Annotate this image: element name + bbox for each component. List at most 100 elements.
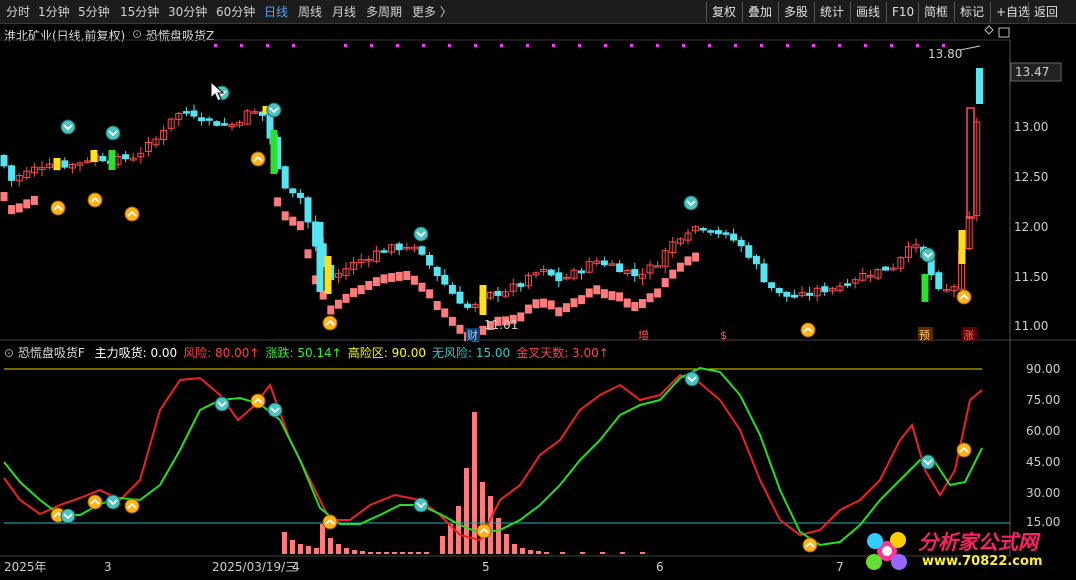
event-marker-box	[466, 328, 480, 341]
histogram-bar	[416, 552, 421, 554]
highlight-bar	[270, 130, 278, 174]
histogram-bar	[544, 552, 549, 554]
histogram-bar	[336, 544, 341, 554]
current-price-box	[1010, 62, 1062, 82]
signal-dot	[474, 44, 477, 47]
candle-body	[859, 272, 867, 281]
overlay-bar	[23, 199, 31, 209]
event-marker: 财	[467, 328, 478, 342]
indicator-tick: 75.00	[1026, 393, 1060, 407]
sell-signal-icon	[105, 125, 121, 141]
chevron-icon	[686, 200, 696, 207]
period-monthly[interactable]: 月线	[332, 5, 357, 19]
sell-signal-icon	[60, 119, 76, 135]
chevron-icon	[959, 293, 969, 300]
candle-body	[707, 230, 715, 233]
signal-dot	[552, 44, 555, 47]
chevron-icon	[325, 319, 335, 326]
candle-body	[433, 266, 441, 277]
simple-frame-button[interactable]: 简框	[918, 2, 953, 22]
overlay-bar	[532, 299, 540, 309]
candle-body	[912, 244, 920, 249]
date-tick: 7	[836, 560, 844, 574]
sell-signal-icon	[60, 508, 76, 524]
period-weekly[interactable]: 周线	[298, 5, 323, 19]
event-marker-box	[918, 327, 933, 341]
draw-line-button[interactable]: 画线	[850, 2, 885, 22]
multi-stock-button[interactable]: 多股	[778, 2, 813, 22]
candle-body	[828, 287, 836, 292]
sell-signal-icon	[413, 226, 429, 242]
buy-signal-icon	[250, 393, 266, 409]
restore-rights-button[interactable]: 复权	[706, 2, 741, 22]
panel-toggle-icon	[998, 27, 1010, 38]
candle-body	[198, 117, 206, 122]
histogram-bar	[306, 546, 311, 554]
sub-indicator-title[interactable]: 恐慌盘吸货F	[17, 346, 85, 360]
period-5min[interactable]: 5分钟	[78, 5, 110, 19]
chevron-icon	[416, 502, 426, 509]
statistics-button[interactable]: 统计	[814, 2, 849, 22]
sell-signal-icon	[413, 497, 429, 513]
overlay-bar	[441, 308, 449, 318]
period-daily[interactable]: 日线	[264, 5, 289, 19]
period-30min[interactable]: 30分钟	[168, 5, 208, 19]
sell-signal-icon	[105, 494, 121, 510]
indicator-axis: 90.00 75.00 60.00 45.00 30.00 15.00	[1026, 362, 1060, 529]
overlay-bar	[608, 291, 616, 301]
buy-circle	[956, 289, 972, 305]
overlay-bar	[304, 249, 312, 259]
indicator-dropdown-icon[interactable]: ⊙	[132, 27, 143, 41]
chevron-icon	[687, 376, 697, 383]
overlay-bar	[365, 280, 373, 290]
watermark: 分析家公式网 www.70822.com	[860, 524, 1072, 578]
period-15min[interactable]: 15分钟	[120, 5, 160, 19]
overlay-bar	[494, 316, 502, 326]
mark-button[interactable]: 标记	[954, 2, 989, 22]
candle-body	[418, 246, 426, 255]
chevron-icon	[325, 518, 335, 525]
candle-body	[395, 243, 403, 251]
overlay-bar	[692, 252, 700, 262]
period-1min[interactable]: 1分钟	[38, 5, 70, 19]
overlay-button[interactable]: 叠加	[742, 2, 777, 22]
chevron-icon	[923, 459, 933, 466]
back-button[interactable]: 返回	[1028, 2, 1063, 22]
overlay-bar	[274, 197, 282, 207]
period-multi[interactable]: 多周期	[366, 5, 403, 19]
date-tick: 6	[656, 560, 664, 574]
high-arrow	[959, 45, 981, 51]
overlay-bar	[600, 289, 608, 299]
candle-body	[403, 246, 411, 250]
candle-body	[448, 284, 456, 294]
add-watchlist-button[interactable]: +自选	[990, 2, 1035, 22]
overlay-bar	[410, 275, 418, 285]
overlay-bar	[334, 299, 342, 309]
period-more[interactable]: 更多 〉	[412, 5, 452, 19]
signal-dot	[422, 44, 425, 47]
signal-dot	[396, 44, 399, 47]
candle-body	[38, 166, 46, 170]
chevron-icon	[959, 446, 969, 453]
sub-indicator-dropdown-icon[interactable]: ⊙	[4, 346, 18, 360]
price-axis: 13.00 12.50 12.00 11.50 11.00 13.47	[1010, 62, 1062, 333]
candle-body	[646, 264, 654, 274]
candle-body	[790, 294, 798, 298]
sell-circle	[214, 396, 230, 412]
candle-body	[904, 246, 912, 258]
candle-body	[76, 162, 84, 166]
overlay-bar	[403, 271, 411, 281]
period-intraday[interactable]: 分时	[6, 5, 31, 19]
candle-body	[578, 270, 586, 274]
f10-button[interactable]: F10	[886, 2, 919, 22]
overlay-bar	[669, 269, 677, 279]
date-tick: 5	[482, 560, 490, 574]
sell-signal-icon	[266, 102, 282, 118]
signal-dot	[682, 44, 685, 47]
candle-body	[699, 228, 707, 231]
overlay-bar	[388, 273, 396, 283]
sell-circle	[920, 247, 936, 263]
candle-body	[608, 263, 616, 266]
overlay-bar	[395, 271, 403, 281]
period-60min[interactable]: 60分钟	[216, 5, 256, 19]
